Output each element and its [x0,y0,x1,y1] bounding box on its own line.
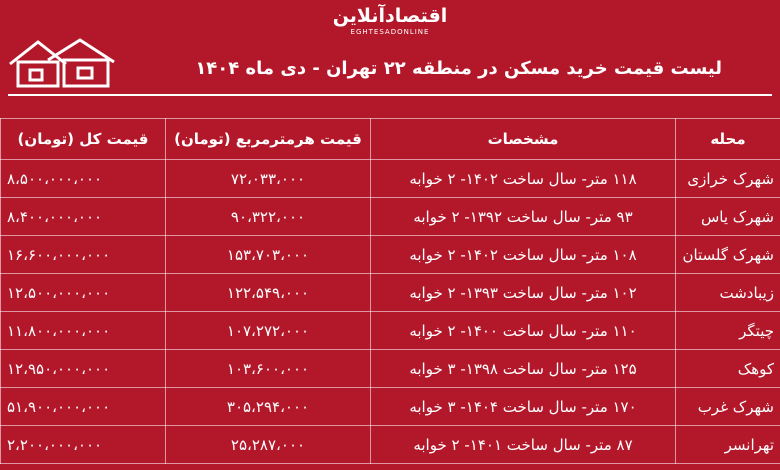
table-cell: ۱۲،۹۵۰،۰۰۰،۰۰۰ [0,349,166,388]
table-row: کوهک ۱۲۵ متر- سال ساخت ۱۳۹۸- ۳ خوابه ۱۰۳،۶… [0,349,780,388]
table-cell: ۱۰۳،۶۰۰،۰۰۰ [165,349,371,388]
table-cell: ۵۱،۹۰۰،۰۰۰،۰۰۰ [0,387,166,426]
table-row: شهرک غرب ۱۷۰ متر- سال ساخت ۱۴۰۴- ۳ خوابه ۳… [0,387,780,426]
table-cell: زیبادشت [675,273,780,312]
table-cell: ۸،۵۰۰،۰۰۰،۰۰۰ [0,159,166,198]
table-cell: ۱۷۰ متر- سال ساخت ۱۴۰۴- ۳ خوابه [370,387,676,426]
table-cell: ۸،۴۰۰،۰۰۰،۰۰۰ [0,197,166,236]
table-cell: ۸۷ متر- سال ساخت ۱۴۰۱- ۲ خوابه [370,425,676,464]
table-cell: ۱۲۵ متر- سال ساخت ۱۳۹۸- ۳ خوابه [370,349,676,388]
table-cell: ۱۰۷،۲۷۲،۰۰۰ [165,311,371,350]
title: لیست قیمت خرید مسکن در منطقه ۲۲ تهران - … [195,58,722,79]
table-cell: ۱۱۰ متر- سال ساخت ۱۴۰۰- ۲ خوابه [370,311,676,350]
table-cell: ۹۰،۳۲۲،۰۰۰ [165,197,371,236]
logo-subtext: EGHTESADONLINE [350,28,430,36]
table-cell: ۳۰۵،۲۹۴،۰۰۰ [165,387,371,426]
table-cell: ۱۱۸ متر- سال ساخت ۱۴۰۲- ۲ خوابه [370,159,676,198]
column-header: مشخصات [370,118,676,160]
table-cell: ۱۶،۶۰۰،۰۰۰،۰۰۰ [0,235,166,274]
column-header: محله [675,118,780,160]
title-underline [8,94,772,96]
house-icon [9,38,115,88]
table-cell: تهرانسر [675,425,780,464]
table-row: چیتگر ۱۱۰ متر- سال ساخت ۱۴۰۰- ۲ خوابه ۱۰۷،… [0,311,780,350]
table-cell: شهرک غرب [675,387,780,426]
logo: اقتصادآنلاین EGHTESADONLINE [0,4,780,37]
table-cell: ۱۱،۸۰۰،۰۰۰،۰۰۰ [0,311,166,350]
table-cell: شهرک گلستان [675,235,780,274]
table-cell: ۷۲،۰۳۳،۰۰۰ [165,159,371,198]
table-body: شهرک خرازی ۱۱۸ متر- سال ساخت ۱۴۰۲- ۲ خواب… [0,159,780,464]
table-cell: شهرک یاس [675,197,780,236]
table-cell: شهرک خرازی [675,159,780,198]
table-cell: ۱۰۲ متر- سال ساخت ۱۳۹۳- ۲ خوابه [370,273,676,312]
logo-text: اقتصادآنلاین [332,5,448,27]
table-cell: کوهک [675,349,780,388]
table-row: شهرک خرازی ۱۱۸ متر- سال ساخت ۱۴۰۲- ۲ خواب… [0,159,780,198]
table-cell: ۱۵۳،۷۰۳،۰۰۰ [165,235,371,274]
table-cell: ۲،۲۰۰،۰۰۰،۰۰۰ [0,425,166,464]
table-cell: ۲۵،۲۸۷،۰۰۰ [165,425,371,464]
table-row: زیبادشت ۱۰۲ متر- سال ساخت ۱۳۹۳- ۲ خوابه ۱۲… [0,273,780,312]
table-row: شهرک یاس ۹۳ متر- سال ساخت ۱۳۹۲- ۲ خوابه ۹۰… [0,197,780,236]
table-row: شهرک گلستان ۱۰۸ متر- سال ساخت ۱۴۰۲- ۲ خوا… [0,235,780,274]
column-header: قیمت هرمترمربع (تومان) [165,118,371,160]
table-cell: ۹۳ متر- سال ساخت ۱۳۹۲- ۲ خوابه [370,197,676,236]
table-cell: ۱۲۲،۵۴۹،۰۰۰ [165,273,371,312]
column-header: قیمت کل (تومان) [0,118,166,160]
table-cell: چیتگر [675,311,780,350]
price-table: محله مشخصات قیمت هرمترمربع (تومان) قیمت کل … [0,118,780,464]
table-row: تهرانسر ۸۷ متر- سال ساخت ۱۴۰۱- ۲ خوابه ۲۵،… [0,425,780,464]
table-cell: ۱۲،۵۰۰،۰۰۰،۰۰۰ [0,273,166,312]
header-row: محله مشخصات قیمت هرمترمربع (تومان) قیمت کل … [0,118,780,160]
table-cell: ۱۰۸ متر- سال ساخت ۱۴۰۲- ۲ خوابه [370,235,676,274]
